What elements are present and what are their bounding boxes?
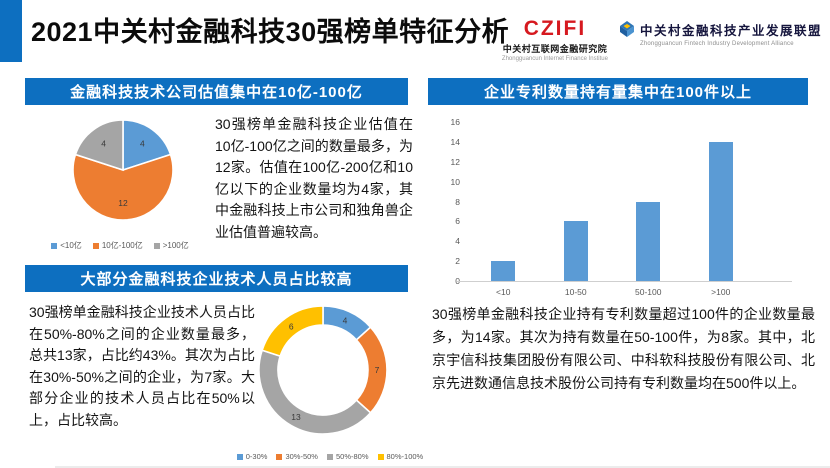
slice->100亿: [74, 119, 124, 172]
legend-label: 50%-80%: [335, 452, 369, 461]
legend-label: <10亿: [60, 241, 82, 250]
staff-donut-legend: 0-30% 30%-50% 50%-80% 80%-100%: [228, 452, 432, 461]
institute-name-cn: 中关村互联网金融研究院: [502, 44, 608, 54]
slice-80%-100%: [261, 305, 324, 358]
y-axis-tick: 10: [450, 176, 460, 187]
slice-10亿-100亿: [72, 153, 174, 221]
valuation-pie-svg: 4 12 4: [72, 119, 174, 221]
alliance-text-block: 中关村金融科技产业发展联盟 Zhongguancun Fintech Indus…: [640, 20, 822, 47]
y-axis-tick: 16: [450, 117, 460, 127]
legend-label: 10亿-100亿: [101, 241, 143, 250]
y-axis-tick: 2: [455, 256, 460, 267]
legend-item: 0-30%: [236, 452, 268, 461]
y-axis-tick: 6: [455, 216, 460, 227]
legend-swatch-icon: [236, 453, 243, 460]
slice-value-label: 6: [289, 321, 294, 331]
legend-label: 0-30%: [245, 452, 268, 461]
slice-<10亿: [122, 119, 172, 172]
slice-50%-80%: [258, 349, 372, 435]
valuation-body-text: 30强榜单金融科技企业估值在10亿-100亿之间的数量最多，为12家。估值在10…: [215, 116, 413, 240]
staff-donut-svg: 4 7 13 6: [258, 305, 388, 435]
valuation-pie-legend: <10亿 10亿-100亿 >100亿: [30, 240, 210, 251]
alliance-logo: 中关村金融科技产业发展联盟 Zhongguancun Fintech Indus…: [618, 20, 822, 47]
legend-label: 30%-50%: [285, 452, 318, 461]
institute-name-en: Zhongguancun Internet Finance Institue: [501, 56, 608, 62]
valuation-pie-chart: 4 12 4: [30, 108, 210, 238]
banner-valuation: 金融科技技术公司估值集中在10亿-100亿: [25, 78, 408, 105]
institute-logo-acronym: CZIFI: [523, 17, 587, 40]
y-axis-tick: 4: [455, 236, 460, 247]
staff-body-text: 30强榜单金融科技企业技术人员占比在50%-80%之间的企业数量最多，总共13家…: [29, 304, 255, 428]
legend-label: >100亿: [162, 241, 189, 250]
x-axis-tick: 10-50: [564, 287, 587, 297]
bar->100: [708, 141, 733, 281]
legend-swatch-icon: [153, 242, 160, 249]
x-axis-tick: 50-100: [635, 287, 662, 297]
legend-item: >100亿: [153, 240, 189, 251]
y-axis-tick: 0: [432, 276, 460, 286]
x-axis-line: [457, 281, 792, 282]
header-logos: CZIFI 中关村互联网金融研究院 Zhongguancun Internet …: [502, 14, 822, 62]
legend-item: 50%-80%: [326, 452, 369, 461]
patents-body-text: 30强榜单金融科技企业持有专利数量超过100件的企业数量最多，为14家。其次为持…: [432, 306, 815, 391]
legend-item: 80%-100%: [377, 452, 424, 461]
slice-value-label: 4: [101, 138, 106, 148]
alliance-name-en: Zhongguancun Fintech Industry Developmen…: [639, 41, 794, 47]
y-axis-tick: 14: [450, 136, 460, 147]
slice-value-label: 4: [140, 138, 145, 148]
page-title: 2021中关村金融科技30强榜单特征分析: [31, 17, 510, 47]
legend-swatch-icon: [326, 453, 333, 460]
x-axis-tick: >100: [711, 287, 731, 297]
x-axis-tick: <10: [496, 287, 511, 297]
bottom-divider: [55, 466, 830, 468]
bar-<10: [491, 261, 516, 281]
legend-swatch-icon: [92, 242, 99, 249]
legend-swatch-icon: [51, 242, 58, 249]
patents-bar-chart: 0 2 4 6 8 10 12 14 16 <10 10-50 50-100 >100: [432, 112, 812, 300]
bar-10-50: [563, 221, 588, 281]
banner-staff: 大部分金融科技企业技术人员占比较高: [25, 265, 408, 292]
legend-item: <10亿: [51, 240, 82, 251]
banner-patents: 企业专利数量持有量集中在100件以上: [428, 78, 808, 105]
slice-value-label: 13: [291, 412, 301, 422]
legend-item: 30%-50%: [276, 452, 318, 461]
slice-value-label: 12: [118, 198, 128, 208]
legend-item: 10亿-100亿: [92, 240, 143, 251]
bar-50-100: [636, 201, 661, 281]
slice-value-label: 4: [343, 316, 348, 326]
title-accent-bar: [0, 0, 22, 62]
legend-swatch-icon: [276, 453, 283, 460]
legend-label: 80%-100%: [386, 452, 424, 461]
legend-swatch-icon: [377, 453, 384, 460]
institute-logo: CZIFI 中关村互联网金融研究院 Zhongguancun Internet …: [502, 18, 608, 62]
slice-value-label: 7: [375, 365, 380, 375]
alliance-name-cn: 中关村金融科技产业发展联盟: [639, 24, 822, 38]
alliance-gem-icon: [618, 20, 636, 43]
y-axis-tick: 12: [450, 156, 460, 167]
y-axis-tick: 8: [455, 196, 460, 207]
staff-donut-chart: 4 7 13 6: [250, 298, 410, 450]
slice-30%-50%: [355, 326, 388, 414]
